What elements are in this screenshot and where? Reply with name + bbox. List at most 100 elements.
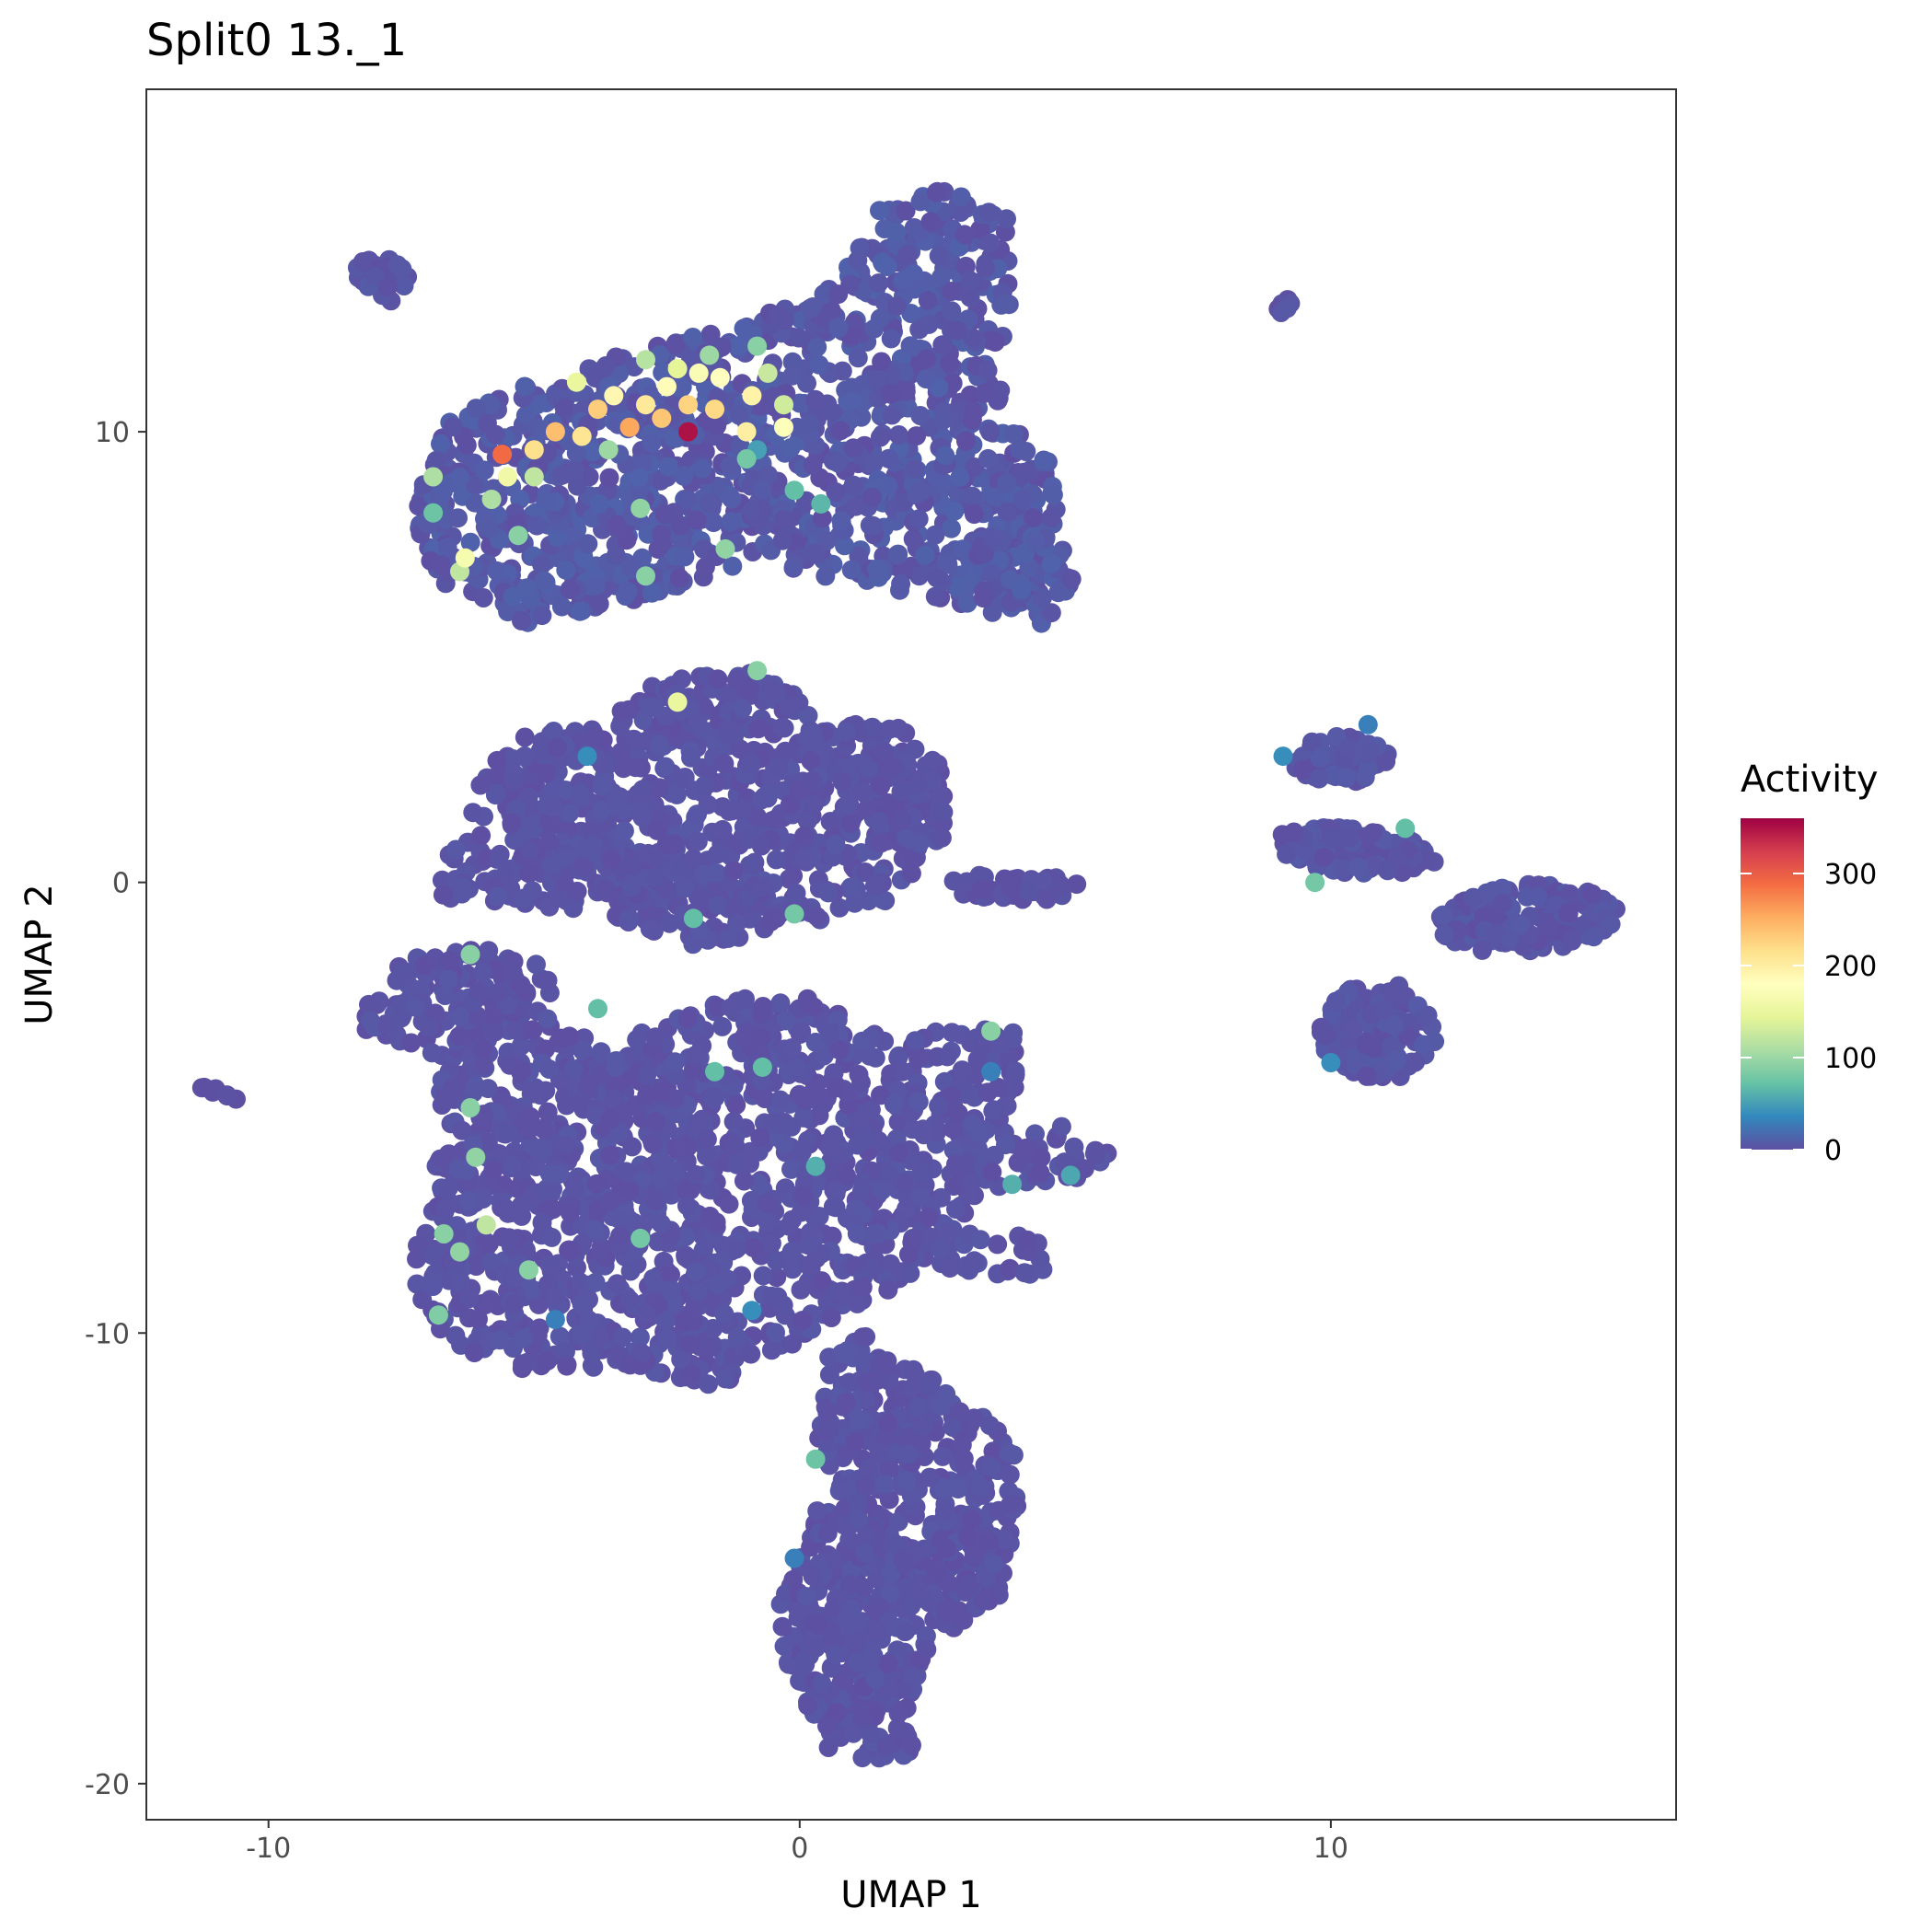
data-point-bottom — [958, 1527, 978, 1547]
data-point-lower — [761, 1340, 781, 1360]
data-point-lower — [645, 1191, 665, 1211]
data-point-top — [536, 492, 556, 512]
data-point-top — [443, 417, 463, 437]
data-point-lower — [515, 982, 536, 1002]
data-point-top-small-left — [353, 252, 373, 272]
data-point-top — [997, 473, 1017, 493]
data-point-lower — [829, 1040, 850, 1060]
data-point-middle — [621, 876, 642, 897]
data-point-lower — [1014, 1263, 1035, 1283]
data-point-top — [561, 526, 582, 547]
data-point-lower — [677, 1137, 698, 1157]
data-point-lower — [948, 1103, 968, 1123]
data-point-bottom — [848, 1492, 868, 1512]
data-point-middle — [891, 781, 911, 802]
data-point-middle — [611, 742, 631, 762]
data-point-right-low — [1373, 1000, 1394, 1020]
data-point-bottom — [851, 1708, 872, 1729]
data-point-top — [929, 246, 949, 266]
data-point-top — [953, 539, 973, 560]
data-point-top-right-dot — [1277, 298, 1297, 318]
data-point-bottom — [848, 1510, 868, 1530]
data-point-top — [908, 509, 929, 529]
data-point-lower — [961, 1173, 981, 1192]
data-point-lower — [741, 1190, 761, 1210]
data-point-lower — [661, 1265, 680, 1285]
data-point-lower — [582, 1343, 602, 1363]
data-point-top — [781, 438, 801, 457]
data-point-bottom — [839, 1372, 859, 1393]
data-point-top — [721, 512, 741, 532]
data-point-lower — [591, 1239, 611, 1259]
data-point-middle — [855, 862, 875, 882]
data-point-lower — [700, 1206, 720, 1226]
data-point-lower — [523, 1020, 543, 1040]
data-point-top-small-left — [388, 255, 408, 275]
data-point-lower — [600, 1145, 620, 1165]
data-point-lower — [1000, 1258, 1020, 1278]
data-point-lower — [479, 1233, 499, 1254]
data-point-lower — [849, 1065, 869, 1084]
data-point-lower — [538, 970, 558, 990]
data-point-top — [1024, 531, 1045, 551]
data-point-middle — [766, 809, 786, 829]
data-point-lower — [559, 1240, 579, 1260]
data-point-middle — [761, 680, 781, 700]
data-point-middle — [832, 771, 852, 792]
data-point-lower — [539, 1163, 560, 1184]
data-point-top — [567, 476, 587, 496]
data-point-middle — [793, 826, 814, 846]
data-point-top — [978, 360, 998, 380]
data-point-top — [426, 450, 446, 470]
data-point-lower — [1085, 1144, 1105, 1164]
data-point-lower — [538, 1102, 558, 1122]
data-point-lower — [965, 1251, 984, 1271]
data-point-top — [466, 399, 486, 419]
data-point-lower — [450, 1271, 470, 1291]
data-point-bottom — [878, 1414, 898, 1433]
data-point-bottom — [901, 1486, 921, 1506]
data-point-right-top — [1301, 732, 1322, 752]
data-point-top — [652, 525, 671, 545]
data-point-lower — [758, 1193, 777, 1213]
data-point-lower — [1030, 1163, 1050, 1183]
data-point-lower — [469, 981, 489, 1001]
data-point-bottom — [960, 1574, 980, 1594]
data-point-lower — [751, 1027, 771, 1047]
data-point-top — [618, 581, 638, 601]
data-point-top — [980, 422, 1001, 442]
data-point-far-left-dots — [216, 1085, 237, 1105]
data-point-right-top — [1339, 737, 1359, 758]
data-point-middle — [471, 826, 492, 846]
data-point-middle-tail — [956, 872, 977, 892]
data-point-bottom — [943, 1417, 963, 1437]
data-point-middle — [688, 831, 708, 851]
data-point-top — [1042, 483, 1062, 503]
data-point-middle — [520, 839, 540, 860]
data-point-top — [552, 465, 573, 485]
data-point-top — [816, 530, 837, 550]
data-point-middle — [797, 811, 817, 831]
data-point-lower — [665, 1065, 686, 1085]
data-point-lower — [913, 1163, 933, 1183]
data-point-lower — [988, 1234, 1008, 1255]
data-point-middle — [864, 875, 885, 896]
data-point-lower — [425, 1003, 445, 1024]
data-point-lower — [563, 1059, 584, 1080]
data-point-right-low — [1325, 991, 1346, 1012]
data-point-bottom — [1000, 1464, 1020, 1485]
data-point-top — [658, 457, 678, 477]
data-point-lower — [686, 1045, 706, 1065]
data-point-middle — [517, 817, 538, 838]
data-point-top — [848, 348, 868, 368]
data-point-top — [803, 455, 823, 475]
data-point-middle — [688, 804, 707, 825]
data-point-lower — [812, 1271, 831, 1291]
data-point-top — [886, 296, 907, 317]
data-point-top — [460, 532, 480, 552]
data-point-top — [888, 425, 908, 445]
data-point-right-low — [1315, 1025, 1336, 1046]
data-point-lower — [401, 1033, 422, 1053]
data-point-middle — [931, 827, 952, 848]
data-point-bottom — [850, 1410, 869, 1430]
